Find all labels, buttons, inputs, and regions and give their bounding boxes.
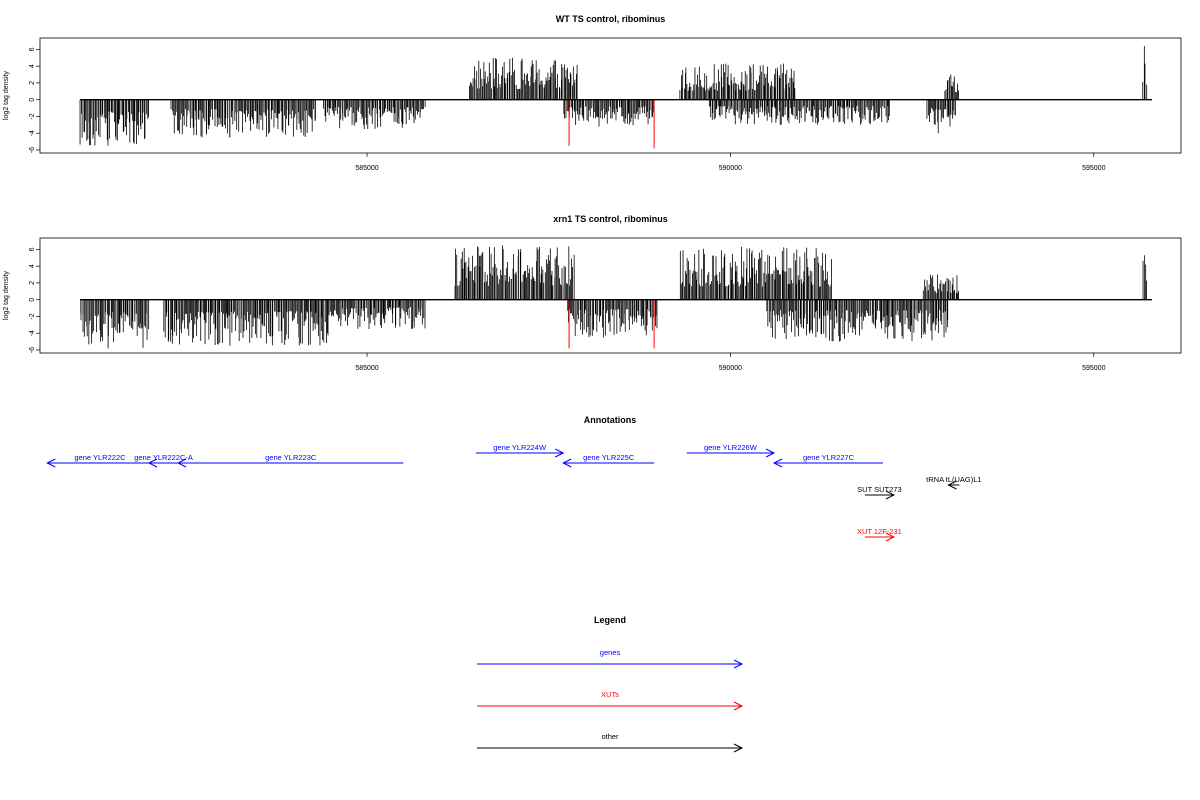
feature-arrowhead — [562, 458, 572, 468]
annotations-panel: Annotations gene YLR222C gene YLR222C-A gen… — [46, 415, 982, 542]
y-axis-label: log2 tag density — [3, 270, 10, 320]
x-tick-label: 590000 — [719, 365, 742, 372]
panel-title: xrn1 TS control, ribominus — [553, 214, 668, 224]
y-axis-label: log2 tag density — [3, 70, 10, 120]
feature-arrowhead — [772, 458, 783, 468]
y-tick-label: -4 — [29, 330, 36, 336]
x-tick-label: 585000 — [355, 365, 378, 372]
feature-arrowhead — [885, 490, 896, 500]
y-tick-label: -6 — [29, 347, 36, 353]
annotations-title: Annotations — [584, 415, 637, 425]
feature-label: gene YLR225C — [583, 453, 635, 462]
y-tick-label: 0 — [29, 298, 36, 302]
y-tick-label: 6 — [29, 247, 36, 251]
feature-arrowhead — [147, 458, 158, 468]
x-tick-label: 585000 — [355, 165, 378, 172]
y-tick-label: -2 — [29, 113, 36, 119]
x-tick-label: 595000 — [1082, 165, 1105, 172]
legend-item-label: XUTs — [601, 690, 619, 699]
wt-track-panel: WT TS control, ribominus -6 -4 -2 0 2 4 6 log2 t… — [3, 14, 1182, 172]
signal-bars — [80, 245, 1147, 349]
feature-arrowhead — [885, 532, 896, 542]
legend-panel: Legend genes XUTs other — [477, 615, 744, 753]
plot-frame — [39, 37, 1182, 154]
legend-title: Legend — [594, 615, 626, 625]
feature-label: gene YLR223C — [265, 453, 317, 462]
signal-bars — [79, 46, 1148, 146]
feature-arrowhead — [555, 448, 565, 458]
y-tick-label: 6 — [29, 47, 36, 51]
legend-arrowhead — [733, 743, 744, 753]
feature-label: tRNA tL(UAG)L1 — [926, 475, 981, 484]
y-tick-label: -2 — [29, 313, 36, 319]
y-tick-label: -4 — [29, 130, 36, 136]
feature-label: gene YLR227C — [803, 453, 855, 462]
feature-label: XUT 12F-231 — [857, 527, 902, 536]
feature-label: gene YLR226W — [704, 443, 758, 452]
feature-label: gene YLR222C-A — [134, 453, 193, 462]
legend-item-label: other — [601, 732, 619, 741]
plot-frame — [39, 237, 1182, 354]
xrn1-track-panel: xrn1 TS control, ribominus -6 -4 -2 0 2 4 6 log2… — [3, 214, 1182, 372]
y-tick-label: 4 — [29, 64, 36, 68]
legend-arrowhead — [733, 659, 744, 669]
legend-arrowhead — [733, 701, 744, 711]
panel-title: WT TS control, ribominus — [556, 14, 666, 24]
y-tick-label: 4 — [29, 264, 36, 268]
y-tick-label: 2 — [29, 281, 36, 285]
y-tick-label: -6 — [29, 147, 36, 153]
feature-arrowhead — [947, 480, 957, 490]
y-tick-label: 0 — [29, 98, 36, 102]
feature-arrowhead — [46, 458, 56, 468]
feature-arrowhead — [765, 448, 776, 458]
feature-arrowhead — [176, 458, 187, 468]
legend-item-label: genes — [600, 648, 621, 657]
y-tick-label: 2 — [29, 81, 36, 85]
feature-label: gene YLR222C — [74, 453, 126, 462]
x-tick-label: 590000 — [719, 165, 742, 172]
x-tick-label: 595000 — [1082, 365, 1105, 372]
feature-label: SUT SUT273 — [857, 485, 901, 494]
feature-label: gene YLR224W — [493, 443, 547, 452]
